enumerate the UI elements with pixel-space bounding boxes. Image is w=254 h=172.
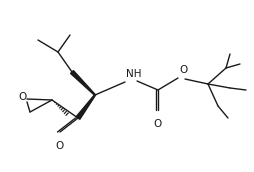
Polygon shape (71, 71, 95, 95)
Text: O: O (18, 92, 26, 102)
Text: O: O (179, 65, 187, 75)
Text: O: O (55, 141, 63, 151)
Text: O: O (153, 119, 161, 129)
Text: NH: NH (126, 69, 141, 79)
Polygon shape (76, 95, 96, 119)
